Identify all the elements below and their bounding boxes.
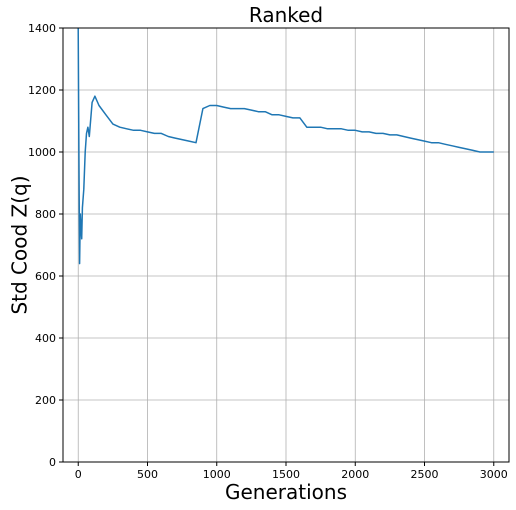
y-tick-label: 600 bbox=[35, 270, 56, 283]
x-tick-label: 2500 bbox=[411, 468, 439, 481]
x-tick-label: 2000 bbox=[341, 468, 369, 481]
series-line bbox=[77, 27, 494, 265]
x-tick-label: 1500 bbox=[272, 468, 300, 481]
x-axis-label: Generations bbox=[225, 480, 347, 504]
y-tick-label: 1400 bbox=[28, 22, 56, 35]
y-tick-label: 0 bbox=[49, 456, 56, 469]
x-tick-label: 1000 bbox=[203, 468, 231, 481]
y-tick-label: 200 bbox=[35, 394, 56, 407]
ticks: 0 500 1000 1500 2000 2500 3000 0 200 400 600 800 100… bbox=[28, 22, 508, 481]
y-tick-label: 800 bbox=[35, 208, 56, 221]
chart-title: Ranked bbox=[249, 3, 323, 27]
x-tick-label: 3000 bbox=[480, 468, 508, 481]
x-tick-label: 500 bbox=[137, 468, 158, 481]
y-tick-label: 1200 bbox=[28, 84, 56, 97]
plot-line-group bbox=[77, 27, 494, 265]
grid bbox=[63, 27, 509, 463]
y-axis-label: Std Cood Z(q) bbox=[8, 175, 32, 314]
y-tick-label: 1000 bbox=[28, 146, 56, 159]
y-tick-label: 400 bbox=[35, 332, 56, 345]
x-tick-label: 0 bbox=[75, 468, 82, 481]
